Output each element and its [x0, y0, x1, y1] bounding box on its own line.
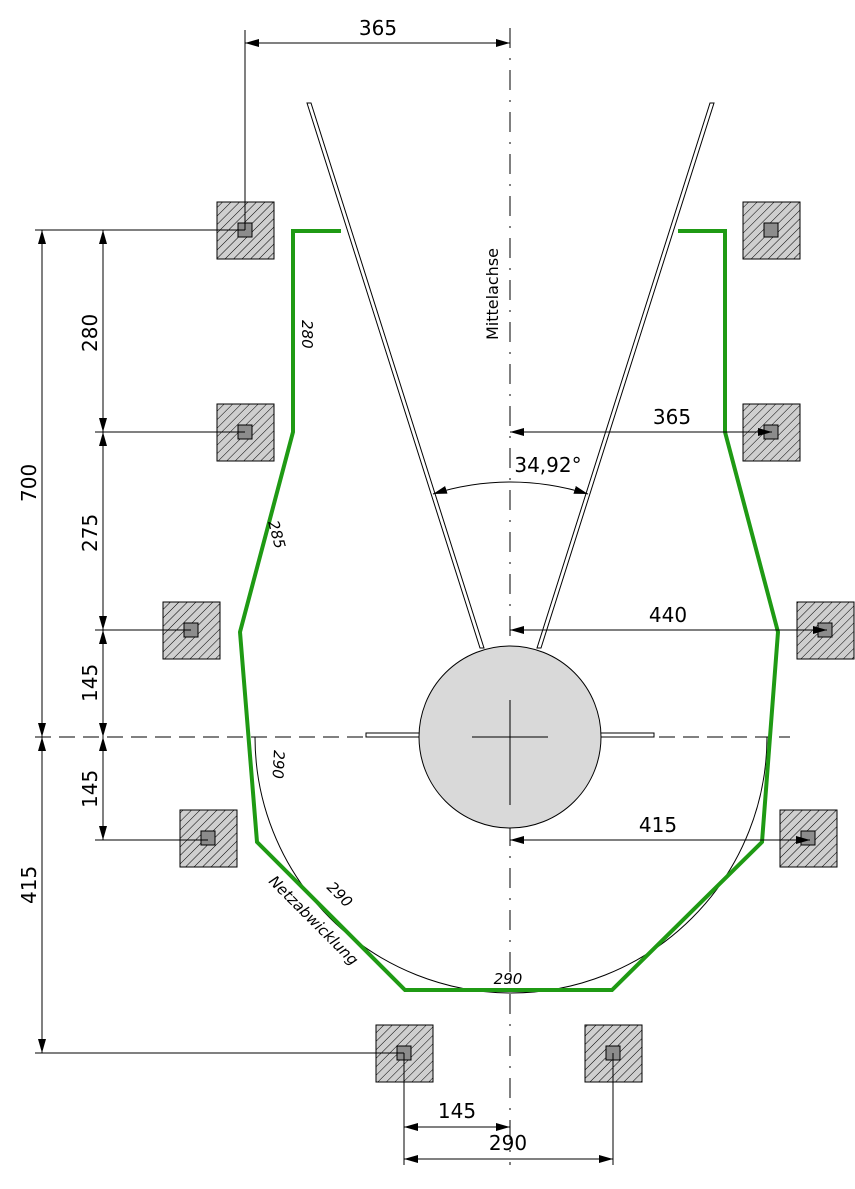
posts — [162, 201, 855, 1083]
left-shaft — [365, 732, 423, 738]
net-arc — [254, 736, 768, 994]
angle-arc — [432, 481, 589, 495]
dim-left-700: 700 — [17, 464, 41, 502]
net-development-label: Netzabwicklung — [265, 872, 362, 969]
dim-left-280: 280 — [78, 314, 102, 352]
right-arm — [536, 102, 715, 649]
seg-label-280: 280 — [298, 320, 316, 349]
dim-right-365: 365 — [653, 405, 691, 429]
right-shaft — [597, 732, 655, 738]
left-arm — [306, 102, 485, 649]
dim-left-145-upper: 145 — [78, 664, 102, 702]
dim-left-275: 275 — [78, 514, 102, 552]
dim-bottom-145: 145 — [438, 1099, 476, 1123]
post-core — [763, 222, 779, 238]
seg-label-290-diag: 290 — [323, 878, 356, 911]
post-core — [800, 830, 816, 846]
seg-label-285: 285 — [264, 518, 289, 550]
seg-label-290-bottom: 290 — [494, 970, 523, 988]
post-core — [200, 830, 216, 846]
dim-bottom-290: 290 — [489, 1131, 527, 1155]
dim-left-145-lower: 145 — [78, 770, 102, 808]
angle-label: 34,92° — [514, 453, 581, 477]
net-outline-left — [237, 229, 510, 992]
dim-right-440: 440 — [649, 603, 687, 627]
seg-label-290-left: 290 — [269, 750, 288, 780]
dim-left-415: 415 — [17, 866, 41, 904]
dim-top-365: 365 — [359, 16, 397, 40]
dim-right-415: 415 — [639, 813, 677, 837]
center-axis-label: Mittelachse — [483, 248, 502, 340]
